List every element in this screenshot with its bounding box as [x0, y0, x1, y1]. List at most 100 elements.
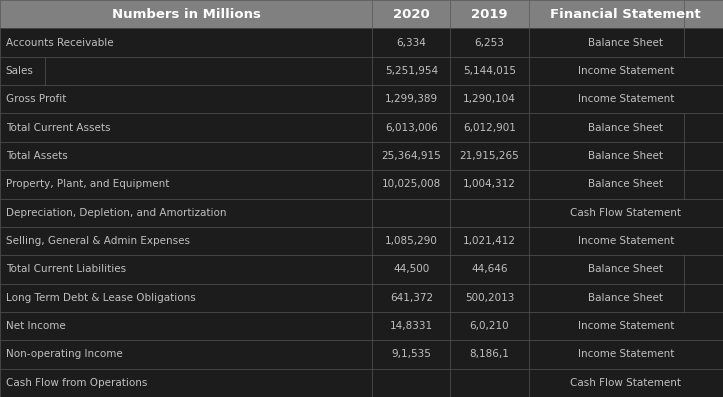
- Text: 1,299,389: 1,299,389: [385, 94, 438, 104]
- Text: Income Statement: Income Statement: [578, 94, 674, 104]
- Bar: [372, 227, 450, 255]
- Bar: [372, 142, 450, 170]
- Bar: [450, 198, 529, 227]
- Bar: [372, 369, 450, 397]
- Text: 8,186,1: 8,186,1: [469, 349, 510, 359]
- Bar: [450, 340, 529, 369]
- Bar: [529, 369, 723, 397]
- Bar: [0, 198, 372, 227]
- Bar: [529, 340, 723, 369]
- Bar: [0, 28, 372, 57]
- Text: 1,021,412: 1,021,412: [463, 236, 516, 246]
- Bar: [529, 85, 723, 114]
- Bar: [529, 57, 723, 85]
- Text: Accounts Receivable: Accounts Receivable: [6, 38, 114, 48]
- Bar: [450, 369, 529, 397]
- Bar: [529, 0, 723, 28]
- Bar: [529, 28, 723, 57]
- Text: 5,144,015: 5,144,015: [463, 66, 516, 76]
- Bar: [372, 340, 450, 369]
- Text: 1,004,312: 1,004,312: [463, 179, 516, 189]
- Text: Non-operating Income: Non-operating Income: [6, 349, 122, 359]
- Bar: [529, 312, 723, 340]
- Text: Depreciation, Depletion, and Amortization: Depreciation, Depletion, and Amortizatio…: [6, 208, 226, 218]
- Bar: [529, 142, 723, 170]
- Bar: [0, 283, 372, 312]
- Bar: [450, 255, 529, 283]
- Bar: [0, 114, 372, 142]
- Bar: [372, 85, 450, 114]
- Text: Property, Plant, and Equipment: Property, Plant, and Equipment: [6, 179, 169, 189]
- Text: Selling, General & Admin Expenses: Selling, General & Admin Expenses: [6, 236, 189, 246]
- Text: 6,013,006: 6,013,006: [385, 123, 437, 133]
- Bar: [372, 255, 450, 283]
- Bar: [372, 170, 450, 198]
- Text: 6,334: 6,334: [396, 38, 427, 48]
- Bar: [450, 283, 529, 312]
- Bar: [0, 340, 372, 369]
- Text: 21,915,265: 21,915,265: [460, 151, 519, 161]
- Text: Numbers in Millions: Numbers in Millions: [112, 8, 260, 21]
- Text: Cash Flow Statement: Cash Flow Statement: [570, 378, 681, 388]
- Text: 6,0,210: 6,0,210: [470, 321, 509, 331]
- Text: 500,2013: 500,2013: [465, 293, 514, 303]
- Bar: [372, 283, 450, 312]
- Text: Income Statement: Income Statement: [578, 321, 674, 331]
- Text: Cash Flow Statement: Cash Flow Statement: [570, 208, 681, 218]
- Text: Net Income: Net Income: [6, 321, 66, 331]
- Bar: [450, 0, 529, 28]
- Bar: [0, 0, 372, 28]
- Bar: [529, 283, 723, 312]
- Text: 2020: 2020: [393, 8, 429, 21]
- Bar: [0, 255, 372, 283]
- Bar: [529, 170, 723, 198]
- Bar: [0, 85, 372, 114]
- Text: Balance Sheet: Balance Sheet: [589, 38, 663, 48]
- Text: Cash Flow from Operations: Cash Flow from Operations: [6, 378, 147, 388]
- Bar: [529, 114, 723, 142]
- Text: 5,251,954: 5,251,954: [385, 66, 438, 76]
- Text: Income Statement: Income Statement: [578, 349, 674, 359]
- Text: Gross Profit: Gross Profit: [6, 94, 67, 104]
- Bar: [0, 369, 372, 397]
- Bar: [450, 28, 529, 57]
- Text: 6,253: 6,253: [474, 38, 505, 48]
- Text: 44,500: 44,500: [393, 264, 429, 274]
- Bar: [372, 28, 450, 57]
- Text: 44,646: 44,646: [471, 264, 508, 274]
- Text: 1,085,290: 1,085,290: [385, 236, 438, 246]
- Text: Balance Sheet: Balance Sheet: [589, 123, 663, 133]
- Bar: [372, 312, 450, 340]
- Bar: [450, 312, 529, 340]
- Text: 641,372: 641,372: [390, 293, 433, 303]
- Text: 6,012,901: 6,012,901: [463, 123, 516, 133]
- Text: 14,8331: 14,8331: [390, 321, 433, 331]
- Text: Balance Sheet: Balance Sheet: [589, 293, 663, 303]
- Bar: [372, 0, 450, 28]
- Bar: [529, 227, 723, 255]
- Bar: [450, 142, 529, 170]
- Bar: [372, 114, 450, 142]
- Bar: [0, 57, 372, 85]
- Bar: [0, 312, 372, 340]
- Text: Long Term Debt & Lease Obligations: Long Term Debt & Lease Obligations: [6, 293, 195, 303]
- Bar: [372, 198, 450, 227]
- Text: Financial Statement: Financial Statement: [550, 8, 701, 21]
- Bar: [0, 142, 372, 170]
- Text: Balance Sheet: Balance Sheet: [589, 179, 663, 189]
- Text: Sales: Sales: [6, 66, 34, 76]
- Bar: [0, 227, 372, 255]
- Text: 25,364,915: 25,364,915: [382, 151, 441, 161]
- Text: 10,025,008: 10,025,008: [382, 179, 441, 189]
- Text: Income Statement: Income Statement: [578, 236, 674, 246]
- Text: Total Assets: Total Assets: [6, 151, 67, 161]
- Text: Total Current Assets: Total Current Assets: [6, 123, 111, 133]
- Text: Income Statement: Income Statement: [578, 66, 674, 76]
- Text: 9,1,535: 9,1,535: [391, 349, 432, 359]
- Text: 1,290,104: 1,290,104: [463, 94, 516, 104]
- Bar: [450, 170, 529, 198]
- Bar: [529, 198, 723, 227]
- Bar: [450, 227, 529, 255]
- Text: Balance Sheet: Balance Sheet: [589, 151, 663, 161]
- Bar: [450, 114, 529, 142]
